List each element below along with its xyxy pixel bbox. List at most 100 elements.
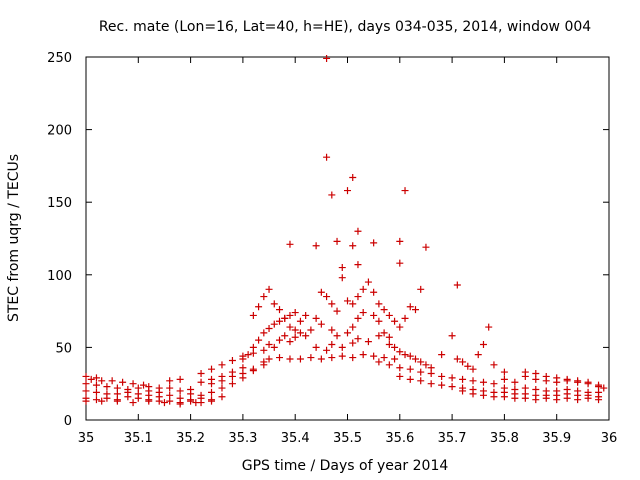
data-point	[469, 365, 477, 373]
data-point	[422, 361, 430, 369]
data-point	[338, 264, 346, 272]
data-point	[82, 372, 90, 380]
data-point	[270, 343, 278, 351]
data-point	[411, 306, 419, 314]
data-point	[338, 352, 346, 360]
data-point	[375, 332, 383, 340]
data-point	[574, 391, 582, 399]
data-point	[328, 340, 336, 348]
data-point	[312, 242, 320, 250]
data-point	[401, 314, 409, 322]
data-point	[411, 355, 419, 363]
x-tick-label: 35.3	[228, 431, 257, 446]
data-point	[276, 336, 284, 344]
data-point	[427, 380, 435, 388]
plot-frame	[85, 56, 610, 421]
data-point	[119, 378, 127, 386]
data-point	[312, 314, 320, 322]
data-point	[417, 377, 425, 385]
data-point	[218, 361, 226, 369]
data-point	[129, 380, 137, 388]
data-point	[469, 377, 477, 385]
data-point	[296, 329, 304, 337]
x-axis-tick-labels: 35 35.1 35.2 35.3 35.4 35.5 35.6 35.7 35.8 35.9 36	[78, 431, 618, 446]
data-point	[359, 285, 367, 293]
data-point	[307, 354, 315, 362]
y-tick-label: 150	[47, 196, 72, 211]
data-point	[406, 352, 414, 360]
y-tick-label: 250	[47, 51, 72, 66]
data-point	[459, 375, 467, 383]
x-tick-label: 35	[78, 431, 95, 446]
data-point	[87, 375, 95, 383]
data-point	[208, 380, 216, 388]
data-point	[244, 351, 252, 359]
data-point	[333, 332, 341, 340]
data-point	[448, 383, 456, 391]
data-point	[584, 391, 592, 399]
data-point	[134, 394, 142, 402]
data-point	[380, 306, 388, 314]
data-point	[103, 394, 111, 402]
y-tick-label: 0	[64, 414, 72, 429]
data-point	[208, 397, 216, 405]
data-point	[370, 239, 378, 247]
data-point	[333, 307, 341, 315]
data-point	[364, 338, 372, 346]
data-point	[281, 314, 289, 322]
data-point	[265, 325, 273, 333]
y-tick-label: 100	[47, 269, 72, 284]
data-point	[265, 340, 273, 348]
data-point	[328, 300, 336, 308]
data-point	[296, 355, 304, 363]
data-point	[532, 370, 540, 378]
data-point	[155, 397, 163, 405]
data-point	[92, 396, 100, 404]
data-point	[354, 293, 362, 301]
data-point	[521, 368, 529, 376]
data-point	[192, 399, 200, 407]
data-point	[553, 391, 561, 399]
data-point	[239, 370, 247, 378]
data-point	[281, 332, 289, 340]
data-point	[176, 375, 184, 383]
data-point	[391, 355, 399, 363]
data-point	[385, 340, 393, 348]
data-point	[166, 397, 174, 405]
data-point	[228, 380, 236, 388]
data-point	[349, 174, 357, 182]
data-point	[349, 323, 357, 331]
data-point	[364, 278, 372, 286]
data-point	[338, 274, 346, 282]
data-point	[228, 356, 236, 364]
data-point	[396, 348, 404, 356]
data-point	[459, 387, 467, 395]
data-point	[302, 332, 310, 340]
data-point	[584, 378, 592, 386]
data-point	[490, 361, 498, 369]
data-point	[359, 309, 367, 317]
data-point	[260, 358, 268, 366]
data-point	[286, 323, 294, 331]
data-point	[500, 393, 508, 401]
data-point	[349, 354, 357, 362]
data-point	[459, 358, 467, 366]
data-point	[249, 343, 257, 351]
data-point	[296, 317, 304, 325]
data-point	[286, 311, 294, 319]
x-tick-label: 35.6	[385, 431, 414, 446]
data-point	[375, 358, 383, 366]
data-point	[218, 377, 226, 385]
data-point	[474, 351, 482, 359]
data-point	[255, 336, 263, 344]
data-point	[140, 381, 148, 389]
data-point	[197, 370, 205, 378]
data-point	[453, 281, 461, 289]
y-tick-label: 200	[47, 124, 72, 139]
data-point	[391, 343, 399, 351]
data-point	[265, 355, 273, 363]
data-point	[302, 311, 310, 319]
data-point	[396, 372, 404, 380]
data-point	[385, 361, 393, 369]
